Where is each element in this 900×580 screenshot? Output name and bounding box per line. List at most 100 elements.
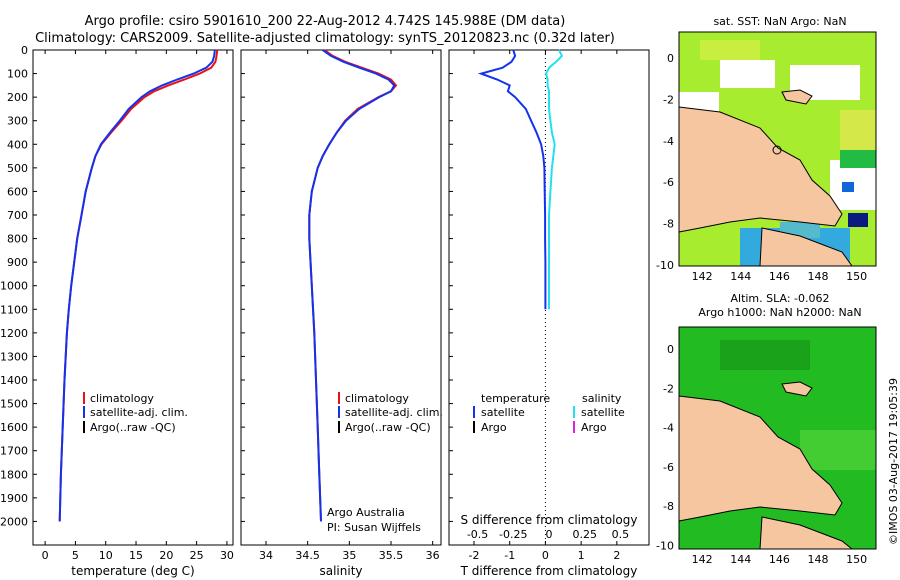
legend-label-temp-satellite: satellite [481, 406, 525, 419]
sal-plot-frame [240, 49, 442, 546]
x-tick-label: 5 [72, 549, 79, 562]
sst-map [678, 31, 877, 267]
legend-label-temp-argo: Argo [481, 421, 507, 434]
diff-legend: temperature satellite Argo salinity sate… [473, 392, 625, 434]
sst-map-cloud-gap [720, 60, 775, 88]
series-line-satellite-adj-clim- [308, 49, 396, 522]
map-axis-ticks: 142 144 146 148 150 0 -2 -4 -6 -8 -10 [656, 52, 867, 283]
top-x-tick-label: 0.5 [612, 528, 630, 541]
map-y-tick-label: -10 [656, 259, 674, 272]
y-tick-label: 900 [7, 256, 28, 269]
map-y-tick-label: -6 [663, 461, 674, 474]
map-y-tick-label: -8 [663, 218, 674, 231]
x-tick-label: 35.5 [379, 549, 404, 562]
series-line-climatology [308, 49, 398, 522]
x-tick-label: 1 [578, 549, 585, 562]
map-x-tick-label: 150 [846, 553, 867, 566]
y-tick-label: 700 [7, 209, 28, 222]
x-tick-label: 0 [42, 549, 49, 562]
x-tick-label: 34.5 [295, 549, 320, 562]
legend-label-satellite: satellite-adj. clim. [345, 406, 443, 419]
y-tick-label: 1000 [0, 280, 28, 293]
map-x-tick-label: 144 [730, 270, 751, 283]
sal-xlabel: salinity [319, 564, 362, 578]
diff-legend-sal-head: salinity [582, 392, 622, 405]
y-tick-label: 800 [7, 233, 28, 246]
y-tick-label: 2000 [0, 515, 28, 528]
map-y-tick-label: -4 [663, 422, 674, 435]
y-tick-label: 1600 [0, 421, 28, 434]
agency-label: Argo Australia [327, 506, 405, 519]
x-tick-label: 30 [220, 549, 234, 562]
diff-legend-temp-head: temperature [481, 392, 550, 405]
y-tick-label: 1800 [0, 468, 28, 481]
y-tick-label: 1500 [0, 398, 28, 411]
sst-map-cold-patch [842, 182, 854, 192]
sst-map-warm-patch [700, 40, 760, 60]
diff-xlabel-bottom: T difference from climatology [460, 564, 638, 578]
y-tick-label: 1900 [0, 492, 28, 505]
legend-label-argo: Argo(..raw -QC) [345, 421, 431, 434]
y-tick-label: 1700 [0, 445, 28, 458]
map-x-tick-label: 148 [808, 270, 829, 283]
map-y-tick-label: 0 [667, 52, 674, 65]
top-x-tick-label: -0.25 [499, 528, 527, 541]
x-tick-label: -1 [504, 549, 515, 562]
sla-map-title-line2: Argo h1000: NaN h2000: NaN [698, 306, 862, 319]
sst-map-frame [678, 31, 877, 267]
series-line-salinity-satellite [545, 49, 564, 310]
y-tick-label: 1100 [0, 303, 28, 316]
map-x-tick-label: 150 [846, 270, 867, 283]
sla-map-frame [678, 326, 877, 550]
sla-map [678, 326, 877, 550]
diff-plot: -2 -1 0 1 2 -0.5 -0.25 0 0.25 0.5 [449, 49, 630, 562]
map-y-tick-label: -10 [656, 539, 674, 552]
y-tick-label: 1200 [0, 327, 28, 340]
map-x-tick-label: 146 [769, 553, 790, 566]
diff-xlabel-top: S difference from climatology [461, 513, 638, 527]
top-x-tick-label: 0 [546, 528, 553, 541]
y-tick-label: 300 [7, 115, 28, 128]
x-tick-label: 10 [99, 549, 113, 562]
x-tick-label: 2 [613, 549, 620, 562]
map-y-tick-label: -4 [663, 135, 674, 148]
series-line-satellite-adj-clim- [58, 49, 216, 522]
diff-plot-frame [448, 49, 650, 546]
map-y-tick-label: -2 [663, 382, 674, 395]
map-axis-ticks: 142 144 146 148 150 0 -2 -4 -6 -8 -10 [656, 343, 867, 566]
y-tick-label: 1300 [0, 350, 28, 363]
x-tick-label: 15 [129, 549, 143, 562]
temp-legend: climatology satellite-adj. clim. Argo(..… [83, 392, 188, 434]
map-y-tick-label: -2 [663, 93, 674, 106]
sla-map-title-line1: Altim. SLA: -0.062 [730, 292, 830, 305]
y-tick-label: 400 [7, 138, 28, 151]
series-line-climatology [58, 49, 219, 522]
salinity-plot: 34 34.5 35 35.5 36 [241, 49, 440, 562]
y-tick-label: 600 [7, 185, 28, 198]
map-y-tick-label: -6 [663, 176, 674, 189]
x-tick-label: 36 [426, 549, 440, 562]
temp-xlabel: temperature (deg C) [71, 564, 194, 578]
sla-map-land [759, 516, 854, 550]
sst-map-cold-patch [848, 213, 868, 227]
sst-map-warm-patch [840, 110, 876, 150]
legend-label-sal-satellite: satellite [581, 406, 625, 419]
x-tick-label: 20 [159, 549, 173, 562]
sst-map-title: sat. SST: NaN Argo: NaN [713, 15, 847, 28]
map-y-tick-label: -8 [663, 500, 674, 513]
map-x-tick-label: 144 [730, 553, 751, 566]
sal-legend: climatology satellite-adj. clim. Argo(..… [338, 392, 443, 434]
y-tick-label: 200 [7, 91, 28, 104]
map-x-tick-label: 146 [769, 270, 790, 283]
sst-map-land [678, 106, 843, 233]
y-tick-label: 0 [21, 44, 28, 57]
sst-map-island [781, 89, 813, 105]
sst-map-argo-marker [772, 145, 782, 155]
top-x-tick-label: 0.25 [572, 528, 597, 541]
pi-label: PI: Susan Wijffels [327, 521, 421, 534]
x-tick-label: 34 [259, 549, 273, 562]
temp-plot-frame [32, 49, 234, 546]
sla-map-dark-patch [720, 340, 810, 370]
sla-map-light-patch [800, 430, 876, 470]
